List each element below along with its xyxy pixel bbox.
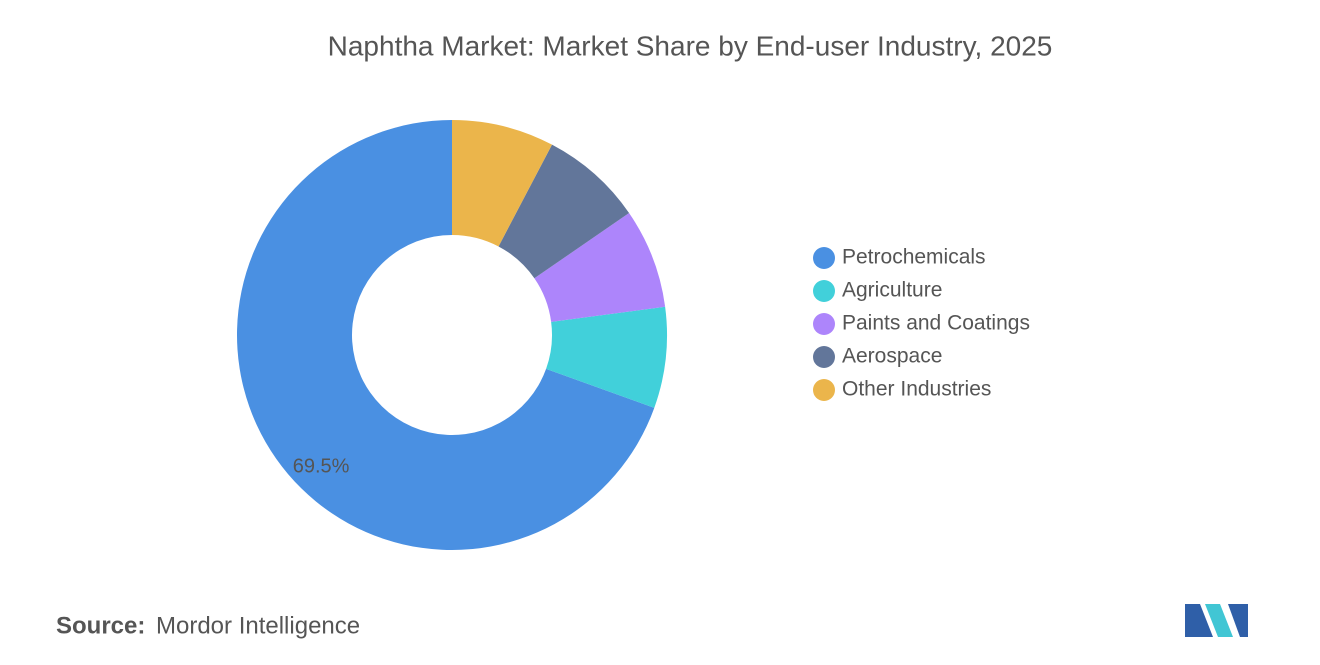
chart-title: Naphtha Market: Market Share by End-user… xyxy=(328,30,1053,61)
donut-slice xyxy=(534,213,666,322)
logo xyxy=(1185,604,1248,637)
donut-slice xyxy=(546,306,668,408)
source: Mordor Intelligence xyxy=(156,612,360,639)
value-label: 69.5% xyxy=(293,455,350,477)
legend-label: Aerospace xyxy=(842,345,942,368)
donut-slice xyxy=(498,144,630,279)
legend-marker xyxy=(813,280,835,302)
legend-marker xyxy=(813,346,835,368)
donut-slice xyxy=(237,120,655,551)
source-label: Source: xyxy=(56,612,145,639)
donut-slice xyxy=(452,120,553,247)
legend-marker xyxy=(813,247,835,269)
legend-label: Agriculture xyxy=(842,279,942,302)
legend-marker xyxy=(813,313,835,335)
legend-label: Petrochemicals xyxy=(842,246,986,269)
legend-marker xyxy=(813,379,835,401)
legend-label: Paints and Coatings xyxy=(842,312,1030,335)
legend-label: Other Industries xyxy=(842,378,991,401)
